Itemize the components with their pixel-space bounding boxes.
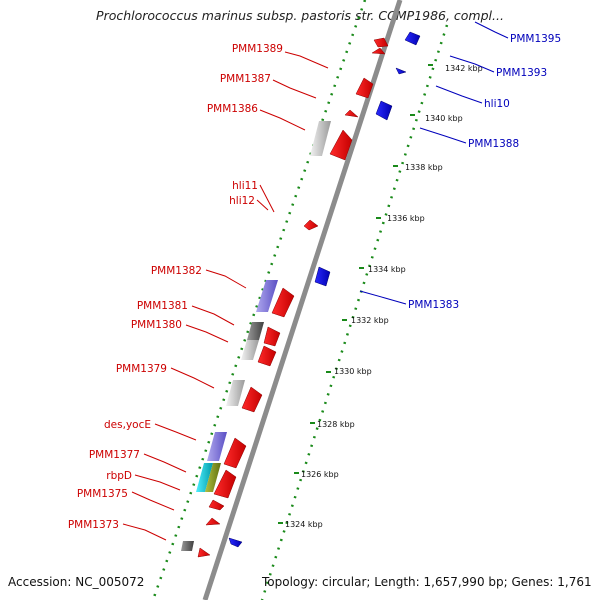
gene-label: hli12 <box>229 195 255 207</box>
tick-label: 1332 kbp <box>351 316 389 325</box>
gene-label: PMM1395 <box>510 33 561 45</box>
gene-label: PMM1382 <box>151 265 202 277</box>
gene-label: PMM1393 <box>496 67 547 79</box>
tick-label: 1336 kbp <box>387 214 425 223</box>
reverse-leader-lines <box>359 21 509 305</box>
gene-label: PMM1381 <box>137 300 188 312</box>
forward-gene-labels: PMM1389 PMM1387 PMM1386 hli11 hli12 PMM1… <box>68 43 283 531</box>
ruler-ticks <box>278 64 433 524</box>
forward-leader-lines <box>122 51 329 541</box>
gene-label: PMM1388 <box>468 138 519 150</box>
tick-label: 1324 kbp <box>285 520 323 529</box>
genome-backbone <box>202 0 403 600</box>
gene-label: hli11 <box>232 180 258 192</box>
gene-label: PMM1377 <box>89 449 140 461</box>
tick-label: 1334 kbp <box>368 265 406 274</box>
reverse-gene-labels: PMM1395 PMM1393 hli10 PMM1388 PMM1383 <box>408 33 561 311</box>
tick-label: 1338 kbp <box>405 163 443 172</box>
gene-label: PMM1375 <box>77 488 128 500</box>
gene-label: des,yocE <box>104 419 151 431</box>
gene-label: PMM1379 <box>116 363 167 375</box>
map-title: Prochlorococcus marinus subsp. pastoris … <box>96 8 504 23</box>
cog-blocks <box>181 121 331 551</box>
gene-label: PMM1373 <box>68 519 119 531</box>
tick-label: 1328 kbp <box>317 420 355 429</box>
forward-genes <box>197 37 389 558</box>
inner-dotted-ring <box>260 24 449 600</box>
gene-label: PMM1387 <box>220 73 271 85</box>
tick-label: 1326 kbp <box>301 470 339 479</box>
gene-label: PMM1380 <box>131 319 182 331</box>
gene-label: PMM1386 <box>207 103 258 115</box>
reverse-genes <box>228 31 421 548</box>
tick-label: 1340 kbp <box>425 114 463 123</box>
tick-label: 1342 kbp <box>445 64 483 73</box>
tick-label: 1330 kbp <box>334 367 372 376</box>
gene-label: rbpD <box>106 470 132 482</box>
accession-text: Accession: NC_005072 <box>8 575 145 589</box>
gene-label: PMM1383 <box>408 299 459 311</box>
gene-label: hli10 <box>484 98 510 110</box>
topology-text: Topology: circular; Length: 1,657,990 bp… <box>262 575 592 589</box>
gene-label: PMM1389 <box>232 43 283 55</box>
